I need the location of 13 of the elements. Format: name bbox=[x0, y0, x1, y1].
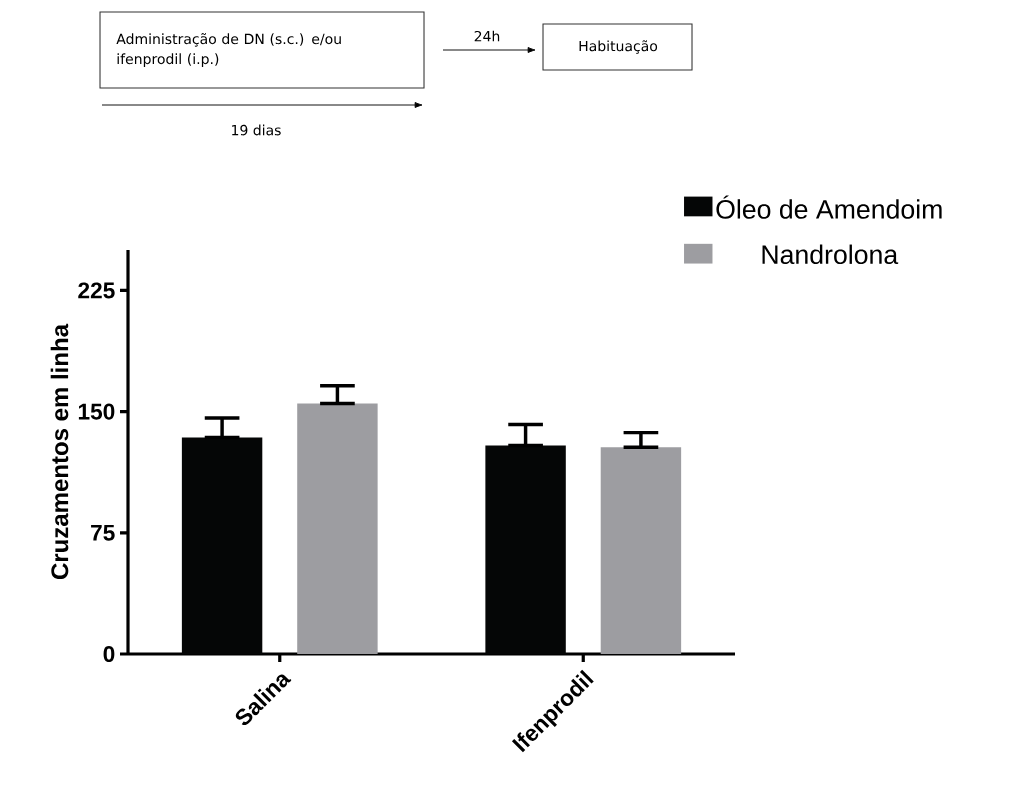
y-tick-label: 150 bbox=[78, 403, 115, 420]
legend-label: Nandrolona bbox=[762, 244, 899, 265]
y-axis-title: Cruzamentos em linha bbox=[50, 323, 69, 580]
bar bbox=[600, 447, 682, 655]
text: 19 dias bbox=[232, 124, 281, 136]
y-tick-label: 75 bbox=[91, 524, 115, 541]
text: 24h bbox=[474, 30, 500, 42]
y-tick-label: 0 bbox=[103, 645, 115, 663]
legend-label: Óleo de Amendoim bbox=[716, 195, 942, 219]
text: Administração de DN (s.c.) e/ou ifenprodil (i.p.) bbox=[116, 33, 341, 67]
bar bbox=[297, 403, 378, 655]
text: Habituação bbox=[579, 40, 658, 54]
y-tick-label: 225 bbox=[78, 282, 115, 299]
